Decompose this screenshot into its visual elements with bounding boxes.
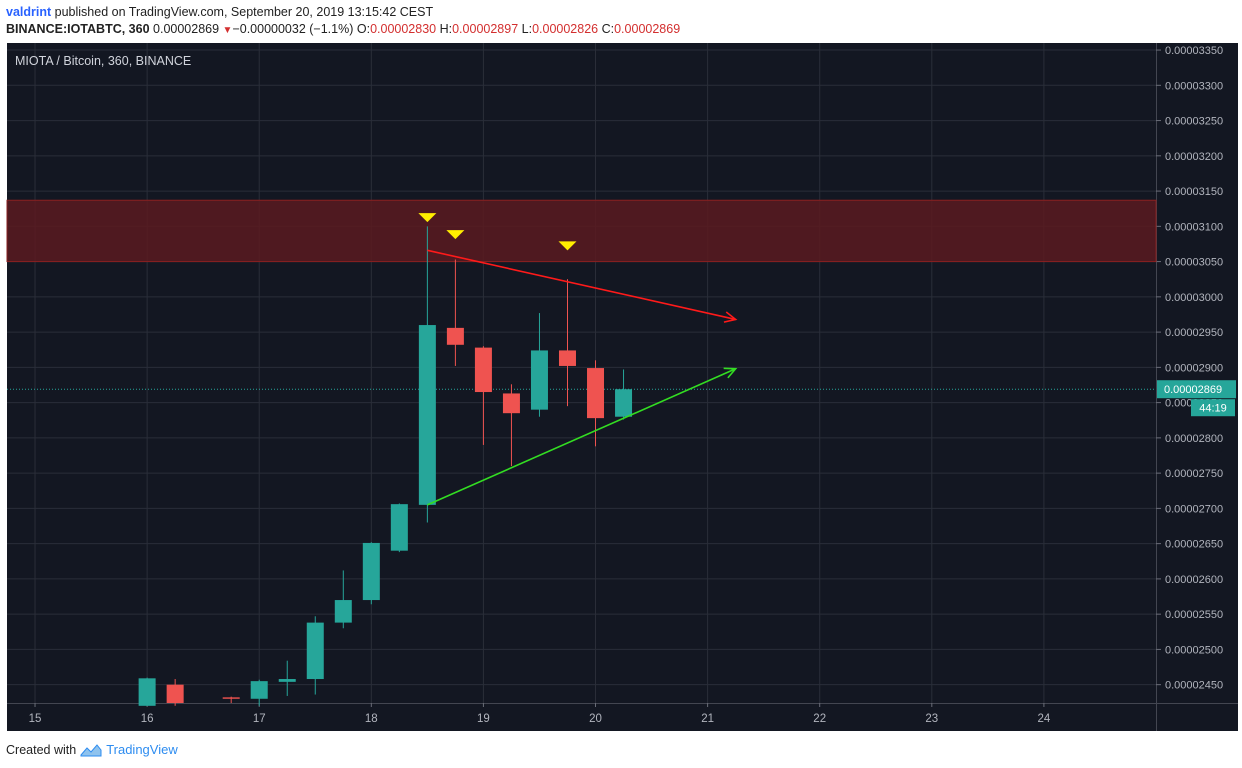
time-tick-label: 19: [477, 713, 490, 725]
time-tick-label: 16: [141, 713, 154, 725]
price-tick-label: 0.00002450: [1165, 680, 1223, 692]
time-tick-label: 22: [813, 713, 826, 725]
price-tick-label: 0.00003350: [1165, 45, 1223, 57]
candle-body: [530, 350, 548, 410]
candle: [558, 279, 576, 407]
candle-body: [250, 681, 268, 699]
created-with-label: Created with: [6, 742, 77, 757]
countdown-tag: [1191, 399, 1235, 417]
time-axis-background: [7, 703, 1156, 731]
candle-body: [166, 684, 184, 703]
candle-body: [390, 504, 408, 551]
plot-background: [7, 43, 1156, 703]
candle: [362, 542, 380, 605]
price-tick-label: 0.00003100: [1165, 221, 1223, 233]
candle: [502, 384, 520, 467]
time-tick-label: 23: [925, 713, 938, 725]
time-tick-label: 15: [29, 713, 42, 725]
time-tick-label: 24: [1038, 713, 1051, 725]
candle-body: [502, 393, 520, 414]
price-change: −0.00000032 (−1.1%): [232, 22, 354, 36]
candle: [334, 570, 352, 629]
price-tick-label: 0.00003000: [1165, 292, 1223, 304]
candle-body: [558, 350, 576, 366]
price-tick-label: 0.00002700: [1165, 503, 1223, 515]
price-tick-label: 0.00003300: [1165, 80, 1223, 92]
time-tick-label: 21: [701, 713, 714, 725]
close-label: C:: [601, 22, 615, 36]
open-value: 0.00002830: [370, 22, 437, 36]
author-link[interactable]: valdrint: [6, 5, 52, 19]
last-price-tag-label: 0.00002869: [1164, 384, 1222, 396]
down-arrow-icon: ▼: [222, 25, 233, 36]
candle: [390, 503, 408, 553]
candle-body: [418, 325, 436, 505]
candle-body: [334, 600, 352, 623]
candle-body: [587, 368, 605, 419]
high-value: 0.00002897: [452, 22, 519, 36]
resistance-zone: [6, 199, 1157, 263]
price-tick-label: 0.00002500: [1165, 644, 1223, 656]
tradingview-brand-link[interactable]: TradingView: [106, 742, 178, 757]
close-value: 0.00002869: [614, 22, 681, 36]
peak-marker-icon: [558, 241, 577, 251]
candle: [250, 679, 268, 706]
price-tick-label: 0.00003200: [1165, 151, 1223, 163]
candle-body: [615, 389, 633, 417]
ohlc-header: BINANCE:IOTABTC, 360 0.00002869 ▼−0.0000…: [6, 22, 680, 36]
price-tick-label: 0.00002900: [1165, 362, 1223, 374]
countdown-label: 44:19: [1199, 403, 1227, 415]
descending-trendline-arrowhead: [723, 311, 738, 323]
last-price: 0.00002869: [153, 22, 220, 36]
candle-body: [138, 678, 156, 706]
candle-body: [474, 347, 492, 393]
low-value: 0.00002826: [532, 22, 599, 36]
peak-marker-icon: [418, 213, 437, 223]
price-tick-label: 0.00002800: [1165, 433, 1223, 445]
candle: [278, 660, 296, 696]
price-tick-label: 0.00003150: [1165, 186, 1223, 198]
symbol-label: BINANCE:IOTABTC, 360: [6, 22, 150, 36]
candle: [615, 369, 633, 420]
open-label: O:: [356, 22, 371, 36]
candle: [446, 259, 464, 366]
price-tick-label: 0.00002650: [1165, 539, 1223, 551]
price-tick-label: 0.00002550: [1165, 609, 1223, 621]
price-tick-label: 0.00003250: [1165, 116, 1223, 128]
time-tick-label: 18: [365, 713, 378, 725]
ascending-trendline: [427, 368, 736, 506]
peak-marker-icon: [446, 230, 465, 240]
candle-body: [362, 542, 380, 601]
price-tick-label: 0.00002950: [1165, 327, 1223, 339]
time-tick-label: 17: [253, 713, 266, 725]
high-label: H:: [439, 22, 453, 36]
candle-body: [306, 622, 324, 680]
published-text: published on TradingView.com, September …: [51, 5, 434, 19]
candle: [418, 226, 436, 523]
candle: [587, 360, 605, 447]
price-tick-label: 0.00002600: [1165, 574, 1223, 586]
low-label: L:: [521, 22, 533, 36]
chart-title: MIOTA / Bitcoin, 360, BINANCE: [15, 54, 191, 68]
tradingview-logo-icon: [80, 743, 102, 756]
candle: [166, 679, 184, 706]
candle-body: [446, 327, 464, 345]
candle: [474, 346, 492, 445]
price-tick-label: 0.00002750: [1165, 468, 1223, 480]
candle-body: [278, 679, 296, 682]
candle: [222, 696, 240, 703]
price-tick-label: 0.00003050: [1165, 257, 1223, 269]
candle: [138, 677, 156, 706]
last-price-tag: [1157, 380, 1236, 399]
publication-header: valdrint published on TradingView.com, S…: [6, 5, 433, 19]
descending-trendline: [427, 249, 736, 321]
candle: [530, 313, 548, 417]
time-tick-label: 20: [589, 713, 602, 725]
candle-body: [222, 697, 240, 699]
ascending-trendline-arrowhead: [723, 367, 738, 379]
footer: Created with TradingView: [6, 742, 178, 757]
candle: [306, 616, 324, 695]
